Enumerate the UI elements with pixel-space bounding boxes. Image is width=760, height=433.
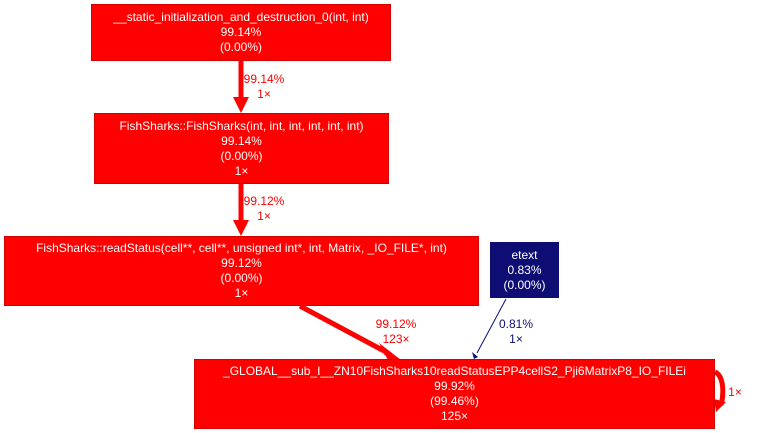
node-global-sub-self: (99.46%) (430, 394, 479, 408)
edge-global-self-loop-label: 1× (724, 385, 746, 400)
edge-static-to-ctor-arrowhead (233, 97, 249, 113)
edge-etext-to-global-label: 0.81% 1× (492, 317, 540, 347)
node-fishsharks-ctor-self: (0.00%) (220, 148, 263, 163)
node-fishsharks-ctor-calls: 1× (234, 163, 249, 178)
node-read-status-total: 99.12% (221, 256, 262, 270)
edge-read-to-global (298, 303, 388, 355)
edge-ctor-to-read-percent: 99.12% (243, 194, 285, 208)
node-read-status-calls: 1× (234, 286, 249, 300)
edge-read-to-global-percent: 99.12% (375, 317, 417, 331)
node-read-status-name: FishSharks::readStatus(cell**, cell**, u… (36, 241, 447, 255)
edge-global-self-loop-calls: 1× (728, 385, 742, 399)
edge-ctor-to-read-arrowhead (233, 220, 249, 236)
edge-read-to-global-label: 99.12% 123× (370, 317, 422, 347)
node-fishsharks-ctor-total: 99.14% (221, 133, 262, 148)
node-etext-self: (0.00%) (503, 277, 546, 292)
node-global-sub[interactable]: _GLOBAL__sub_I__ZN10FishSharks10readStat… (194, 359, 715, 429)
edge-etext-to-global-calls: 1× (509, 332, 523, 346)
node-global-sub-total: 99.92% (434, 379, 475, 393)
edge-static-to-ctor-percent: 99.14% (243, 72, 285, 86)
node-fishsharks-ctor[interactable]: FishSharks::FishSharks(int, int, int, in… (94, 113, 389, 184)
edge-global-self-loop-arrowhead (714, 399, 726, 412)
edge-ctor-to-read-calls: 1× (257, 209, 271, 223)
node-static-init-self: (0.00%) (219, 40, 263, 54)
node-fishsharks-ctor-name: FishSharks::FishSharks(int, int, int, in… (119, 118, 364, 133)
edge-ctor-to-read-label: 99.12% 1× (238, 194, 290, 224)
edge-static-to-ctor-calls: 1× (257, 87, 271, 101)
edge-etext-to-global (476, 298, 507, 354)
node-static-init-total: 99.14% (220, 25, 262, 39)
node-static-init-name: __static_initialization_and_destruction_… (113, 10, 369, 24)
node-etext[interactable]: etext 0.83% (0.00%) (490, 242, 559, 298)
node-etext-name: etext (511, 247, 538, 262)
node-read-status[interactable]: FishSharks::readStatus(cell**, cell**, u… (4, 236, 479, 306)
node-read-status-self: (0.00%) (220, 271, 263, 285)
edge-static-to-ctor-label: 99.14% 1× (238, 72, 290, 102)
node-etext-total: 0.83% (507, 262, 542, 277)
edge-etext-to-global-percent: 0.81% (498, 317, 534, 331)
node-static-init[interactable]: __static_initialization_and_destruction_… (91, 4, 391, 61)
edge-read-to-global-arrowhead-main (379, 343, 401, 360)
node-global-sub-calls: 125× (440, 409, 469, 423)
node-global-sub-name: _GLOBAL__sub_I__ZN10FishSharks10readStat… (223, 364, 686, 378)
edge-read-to-global-calls: 123× (382, 332, 410, 346)
edge-etext-to-global-arrowhead (472, 352, 478, 359)
